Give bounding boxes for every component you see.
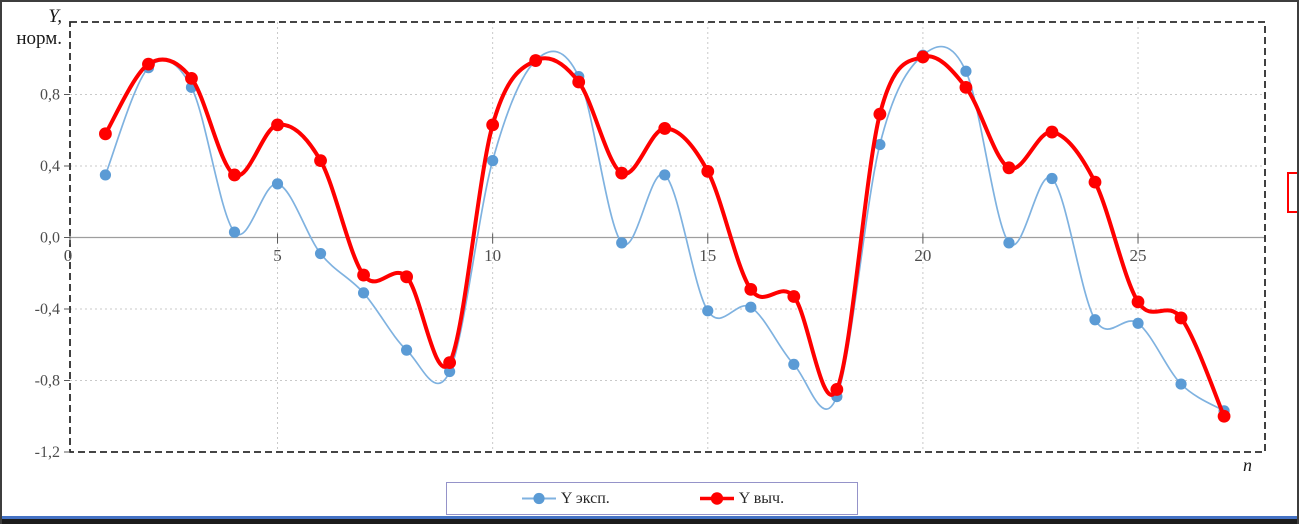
data-point bbox=[99, 169, 112, 181]
legend[interactable]: Y эксп. Y выч. bbox=[446, 482, 858, 515]
data-point bbox=[701, 164, 715, 178]
data-point bbox=[401, 344, 413, 356]
data-point bbox=[1174, 311, 1188, 325]
y-tick-label: 0,0 bbox=[40, 230, 60, 247]
data-point bbox=[228, 168, 241, 182]
data-point bbox=[659, 169, 671, 181]
legend-label-y-calc: Y выч. bbox=[738, 489, 785, 507]
data-point bbox=[616, 237, 628, 249]
data-point bbox=[443, 356, 457, 370]
data-point bbox=[744, 282, 758, 296]
data-point bbox=[1217, 409, 1231, 423]
data-point bbox=[444, 365, 456, 378]
data-point bbox=[357, 287, 370, 299]
data-point bbox=[142, 57, 155, 71]
legend-marker-red-icon bbox=[699, 492, 734, 505]
data-point bbox=[357, 268, 370, 282]
y-tick-label: -1,2 bbox=[35, 444, 60, 461]
x-axis-title: n bbox=[1243, 455, 1252, 475]
data-point bbox=[658, 122, 672, 135]
x-tick-label: 25 bbox=[1130, 246, 1147, 265]
data-point bbox=[916, 50, 930, 64]
data-point bbox=[1089, 314, 1101, 326]
x-tick-label: 20 bbox=[914, 246, 931, 265]
data-point bbox=[314, 154, 327, 168]
data-point bbox=[1088, 175, 1102, 189]
y-axis-title-line1: Y, bbox=[48, 6, 62, 27]
data-point bbox=[960, 65, 972, 77]
data-point bbox=[788, 358, 800, 371]
data-point bbox=[702, 305, 714, 317]
x-tick-label: 15 bbox=[699, 246, 716, 265]
data-point bbox=[1002, 161, 1016, 175]
data-point bbox=[615, 166, 629, 180]
data-point bbox=[487, 155, 499, 167]
data-point bbox=[830, 383, 844, 396]
data-point bbox=[185, 72, 198, 85]
x-tick-label: 0 bbox=[64, 246, 73, 265]
y-tick-label: 0,4 bbox=[40, 158, 60, 175]
red-annotation-box[interactable] bbox=[1287, 172, 1299, 213]
series-y-calc[interactable] bbox=[99, 50, 1231, 423]
data-point bbox=[874, 138, 886, 151]
data-point bbox=[486, 118, 500, 132]
data-point bbox=[529, 54, 543, 67]
data-point bbox=[271, 178, 284, 190]
data-point bbox=[1132, 317, 1144, 329]
series-y-exp-line bbox=[104, 45, 1225, 412]
data-point bbox=[745, 301, 757, 313]
data-point bbox=[99, 127, 112, 141]
legend-item-y-exp[interactable]: Y эксп. bbox=[520, 490, 610, 508]
data-point bbox=[787, 290, 801, 303]
data-point bbox=[1175, 378, 1187, 390]
y-axis-title-line2: норм. bbox=[16, 28, 62, 49]
data-point bbox=[1046, 172, 1058, 185]
x-tick-label: 5 bbox=[273, 246, 282, 265]
y-axis-title: Y, норм. bbox=[6, 6, 62, 50]
legend-item-y-calc[interactable]: Y выч. bbox=[698, 490, 784, 508]
y-tick-label: -0,4 bbox=[35, 301, 60, 318]
series-y-exp[interactable] bbox=[99, 45, 1230, 417]
x-tick-label: 10 bbox=[484, 246, 501, 265]
data-point bbox=[1045, 125, 1059, 139]
data-point bbox=[959, 80, 973, 94]
legend-marker-blue-icon bbox=[521, 492, 556, 505]
data-point bbox=[271, 118, 284, 132]
screenshot-bottom-edge bbox=[0, 519, 1299, 524]
data-point bbox=[314, 247, 327, 260]
data-point bbox=[572, 75, 586, 89]
data-point bbox=[873, 107, 887, 121]
data-point bbox=[400, 270, 413, 284]
y-tick-label: 0,8 bbox=[40, 87, 60, 104]
bottom-border-line bbox=[0, 516, 1299, 519]
data-point bbox=[1131, 295, 1145, 309]
data-point bbox=[228, 226, 241, 238]
plot-border bbox=[69, 21, 1266, 453]
series-y-calc-line bbox=[103, 54, 1227, 419]
legend-label-y-exp: Y эксп. bbox=[560, 489, 610, 507]
y-tick-label: -0,8 bbox=[35, 373, 60, 390]
data-point bbox=[1003, 237, 1015, 249]
